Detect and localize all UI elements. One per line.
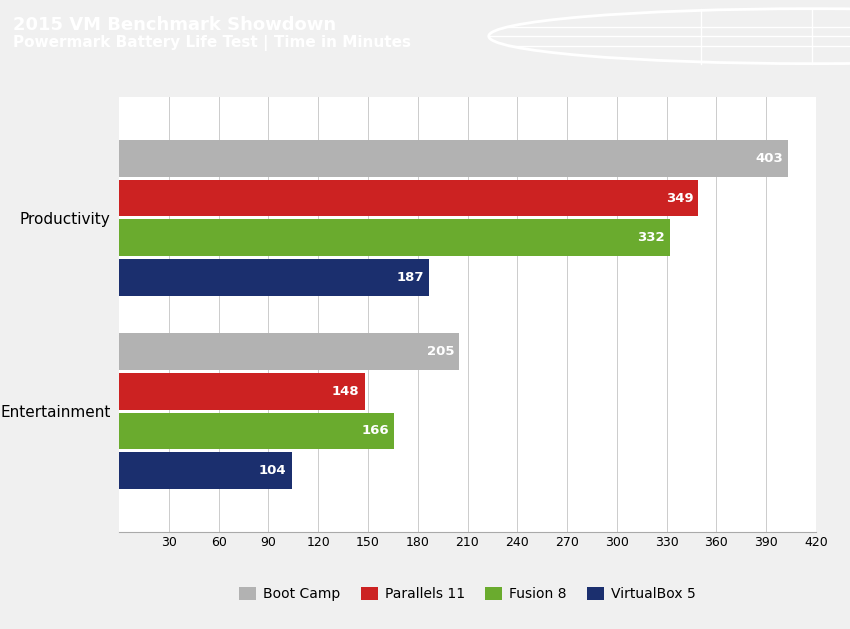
Bar [119, 180, 698, 216]
Bar [119, 220, 670, 256]
Text: 166: 166 [362, 425, 389, 437]
Bar [119, 452, 292, 489]
Text: 403: 403 [755, 152, 783, 165]
Bar [119, 259, 429, 296]
Text: Powermark Battery Life Test | Time in Minutes: Powermark Battery Life Test | Time in Mi… [13, 35, 411, 50]
Text: 2015 VM Benchmark Showdown: 2015 VM Benchmark Showdown [13, 16, 336, 34]
Bar [119, 413, 394, 449]
Text: 148: 148 [332, 385, 360, 398]
Text: 205: 205 [427, 345, 454, 358]
Bar [119, 333, 459, 370]
Bar [119, 140, 788, 177]
Legend: Boot Camp, Parallels 11, Fusion 8, VirtualBox 5: Boot Camp, Parallels 11, Fusion 8, Virtu… [234, 582, 701, 607]
Text: 187: 187 [397, 271, 424, 284]
Text: 332: 332 [638, 231, 665, 244]
Bar [119, 373, 365, 409]
Text: 349: 349 [666, 192, 694, 204]
Text: 104: 104 [259, 464, 286, 477]
